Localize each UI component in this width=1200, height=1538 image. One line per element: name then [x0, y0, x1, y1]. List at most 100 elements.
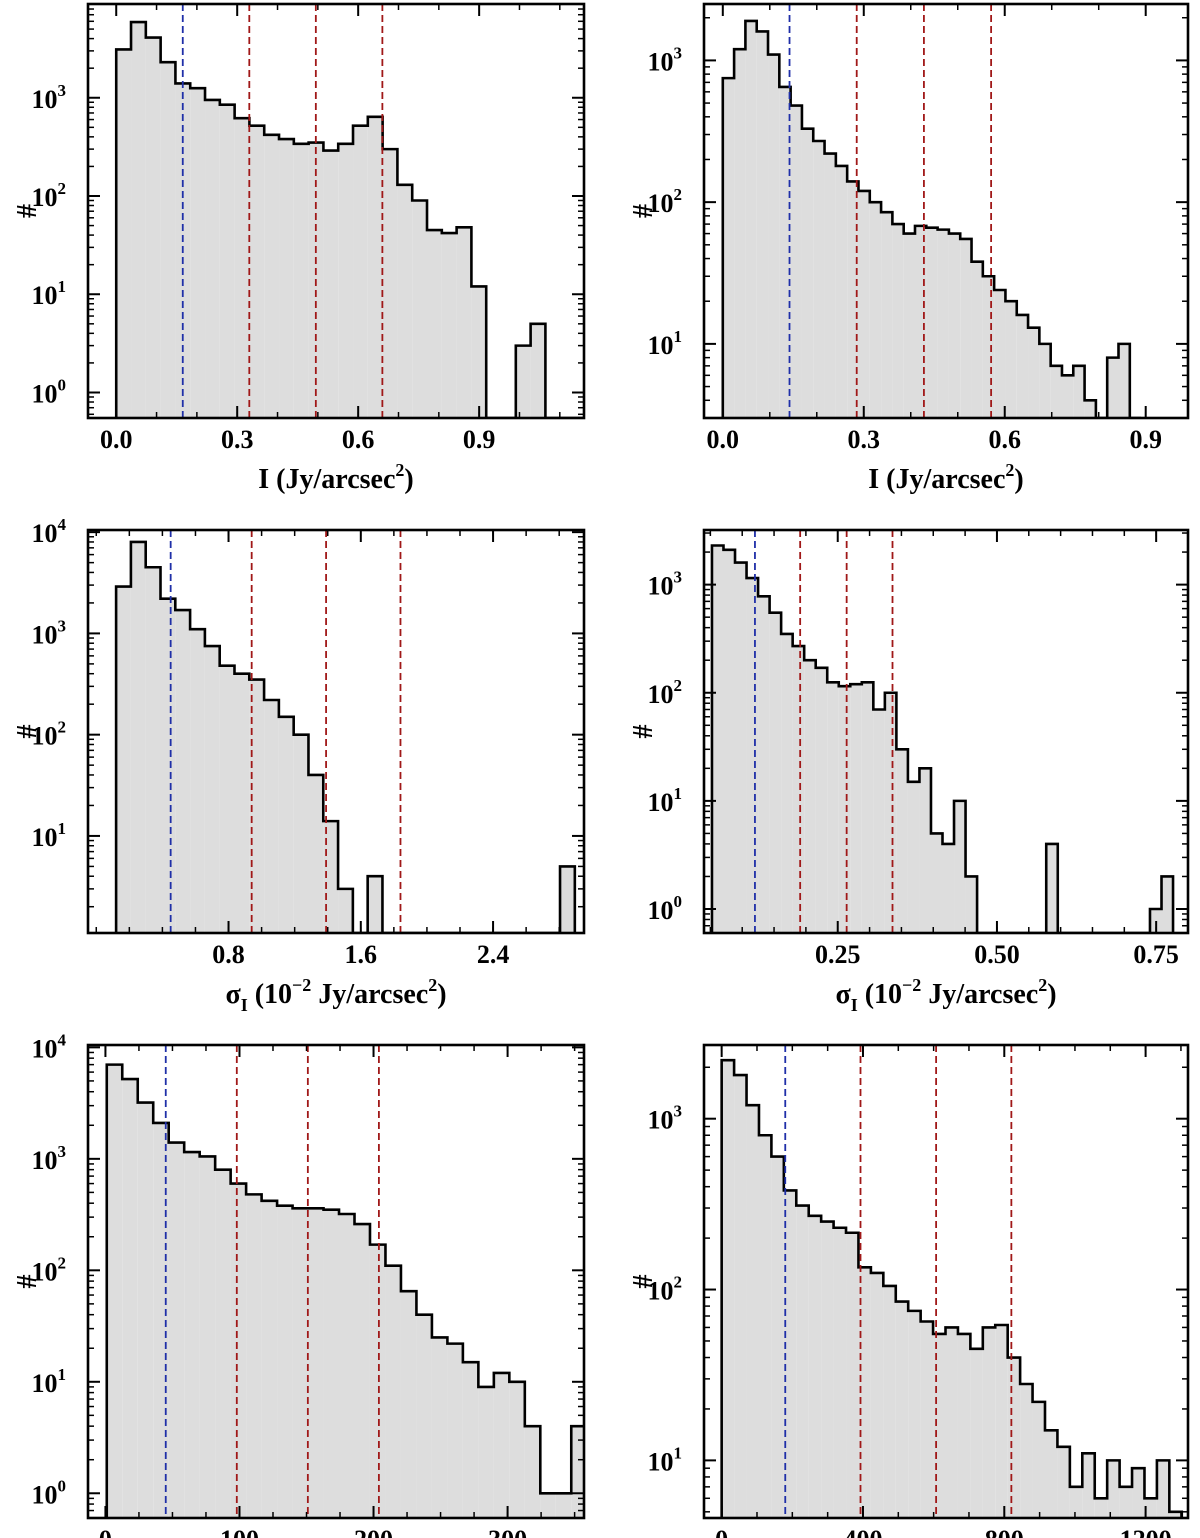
histogram-bar — [960, 238, 972, 418]
histogram-bar — [746, 1105, 759, 1518]
histogram-bar — [153, 1122, 169, 1518]
histogram-bar — [1161, 876, 1174, 933]
histogram-bar — [723, 549, 736, 933]
histogram-bar — [571, 1426, 584, 1518]
histogram-bar — [530, 323, 546, 418]
histogram-bar — [1084, 400, 1096, 418]
y-axis-label: # — [12, 204, 43, 218]
histogram-bars — [114, 540, 577, 933]
histogram-bar — [1039, 343, 1051, 418]
x-tick-label: 0.0 — [707, 425, 740, 454]
histogram-bar — [339, 1214, 355, 1518]
histogram-bar — [122, 1079, 138, 1518]
y-tick-label: 101 — [648, 327, 683, 360]
histogram-bar — [493, 1372, 510, 1518]
x-tick-label: 0 — [99, 1525, 112, 1538]
histogram-bar — [1061, 375, 1074, 418]
histogram-bar — [821, 1221, 834, 1518]
histogram-bar — [555, 1493, 572, 1518]
histogram-bar — [219, 104, 235, 418]
x-tick-label: 0.6 — [988, 425, 1021, 454]
histogram-bar — [338, 143, 354, 418]
histogram-bar — [293, 143, 309, 418]
histogram-bar — [205, 99, 220, 418]
histogram-bar — [930, 833, 943, 933]
histogram-bar — [745, 20, 757, 418]
histogram-bar — [858, 190, 870, 418]
histogram-bar — [234, 118, 250, 418]
y-tick-label: 103 — [32, 81, 67, 114]
histogram-bar — [1107, 357, 1119, 418]
histogram-bar — [590, 346, 605, 418]
histogram-bar — [369, 1244, 386, 1518]
panel-intensity-right: 0.0 0.3 0.6 0.9 101 102 103 # I (Jy/arcsec2) — [628, 2, 1190, 495]
histogram-bar — [771, 1156, 784, 1518]
histogram-bar — [808, 1215, 822, 1518]
histogram-bar — [846, 1232, 859, 1518]
histogram-bar — [1094, 1498, 1108, 1518]
histogram-bar — [926, 227, 938, 418]
histogram-bar — [199, 1156, 216, 1518]
x-tick-label: 0 — [715, 1525, 728, 1538]
histogram-bar — [971, 261, 983, 418]
y-tick-label: 101 — [32, 1365, 67, 1398]
y-tick-label: 103 — [648, 1102, 683, 1135]
y-tick-label: 102 — [32, 1253, 67, 1286]
histogram-bar — [1069, 1486, 1083, 1518]
x-tick-label: 200 — [354, 1525, 393, 1538]
histogram-bar — [168, 1142, 185, 1518]
histogram-bar — [1057, 1446, 1070, 1518]
axes-frame — [702, 2, 1190, 420]
x-tick-label: 0.9 — [1129, 425, 1162, 454]
x-tick-label: 800 — [985, 1525, 1024, 1538]
histogram-bar — [970, 1348, 983, 1518]
histogram-bar — [847, 181, 859, 418]
histogram-bar — [190, 88, 206, 418]
y-tick-label: 100 — [648, 892, 683, 925]
histogram-bar — [397, 184, 413, 418]
histogram-bar — [219, 665, 235, 933]
histogram-bar — [1050, 365, 1062, 418]
histogram-bar — [1107, 1460, 1120, 1518]
y-tick-label: 102 — [648, 185, 683, 218]
histogram-bar — [982, 1327, 996, 1518]
histogram-bar — [204, 646, 220, 933]
histogram-bar — [447, 1343, 463, 1518]
histogram-bar — [338, 888, 353, 933]
histogram-bar — [234, 673, 250, 933]
histogram-bar — [471, 286, 487, 418]
x-axis-label: σI (10−2 Jy/arcsec2) — [835, 975, 1056, 1015]
histogram-bar — [1016, 314, 1029, 418]
histogram-bar — [937, 229, 949, 418]
histogram-bar — [145, 37, 161, 418]
histogram-bar — [873, 709, 885, 933]
histogram-bar — [954, 800, 966, 933]
y-tick-label: 103 — [648, 43, 683, 76]
histogram-bar — [884, 692, 897, 933]
histogram-bar — [478, 1386, 494, 1518]
histogram-bar — [279, 139, 294, 418]
histogram-bar — [995, 1325, 1008, 1518]
y-tick-label: 101 — [32, 277, 67, 310]
histogram-bar — [957, 1333, 971, 1518]
x-tick-label: 0.3 — [221, 425, 254, 454]
histogram-bar — [278, 716, 294, 933]
histogram-bar — [382, 149, 398, 418]
histogram-bar — [769, 612, 782, 933]
y-axis-label: # — [628, 1275, 659, 1289]
histogram-bar — [838, 686, 851, 933]
histogram-bar — [367, 116, 383, 418]
y-tick-label: 104 — [32, 515, 67, 548]
y-tick-label: 104 — [32, 1030, 67, 1063]
histogram-bar — [721, 1060, 735, 1518]
x-tick-label: 100 — [220, 1525, 259, 1538]
histogram-bar — [524, 1426, 541, 1518]
x-tick-label: 0.9 — [463, 425, 496, 454]
histogram-bar — [354, 1224, 370, 1518]
histogram-bar — [462, 1362, 479, 1518]
histogram-bar — [175, 610, 191, 933]
panel-sigma-right: 0.25 0.50 0.75 100 101 102 103 # σI (10−2 Jy/arc… — [628, 528, 1190, 1015]
histogram-bar — [942, 843, 955, 933]
histogram-bar — [246, 1194, 262, 1518]
histogram-bar — [948, 233, 961, 418]
